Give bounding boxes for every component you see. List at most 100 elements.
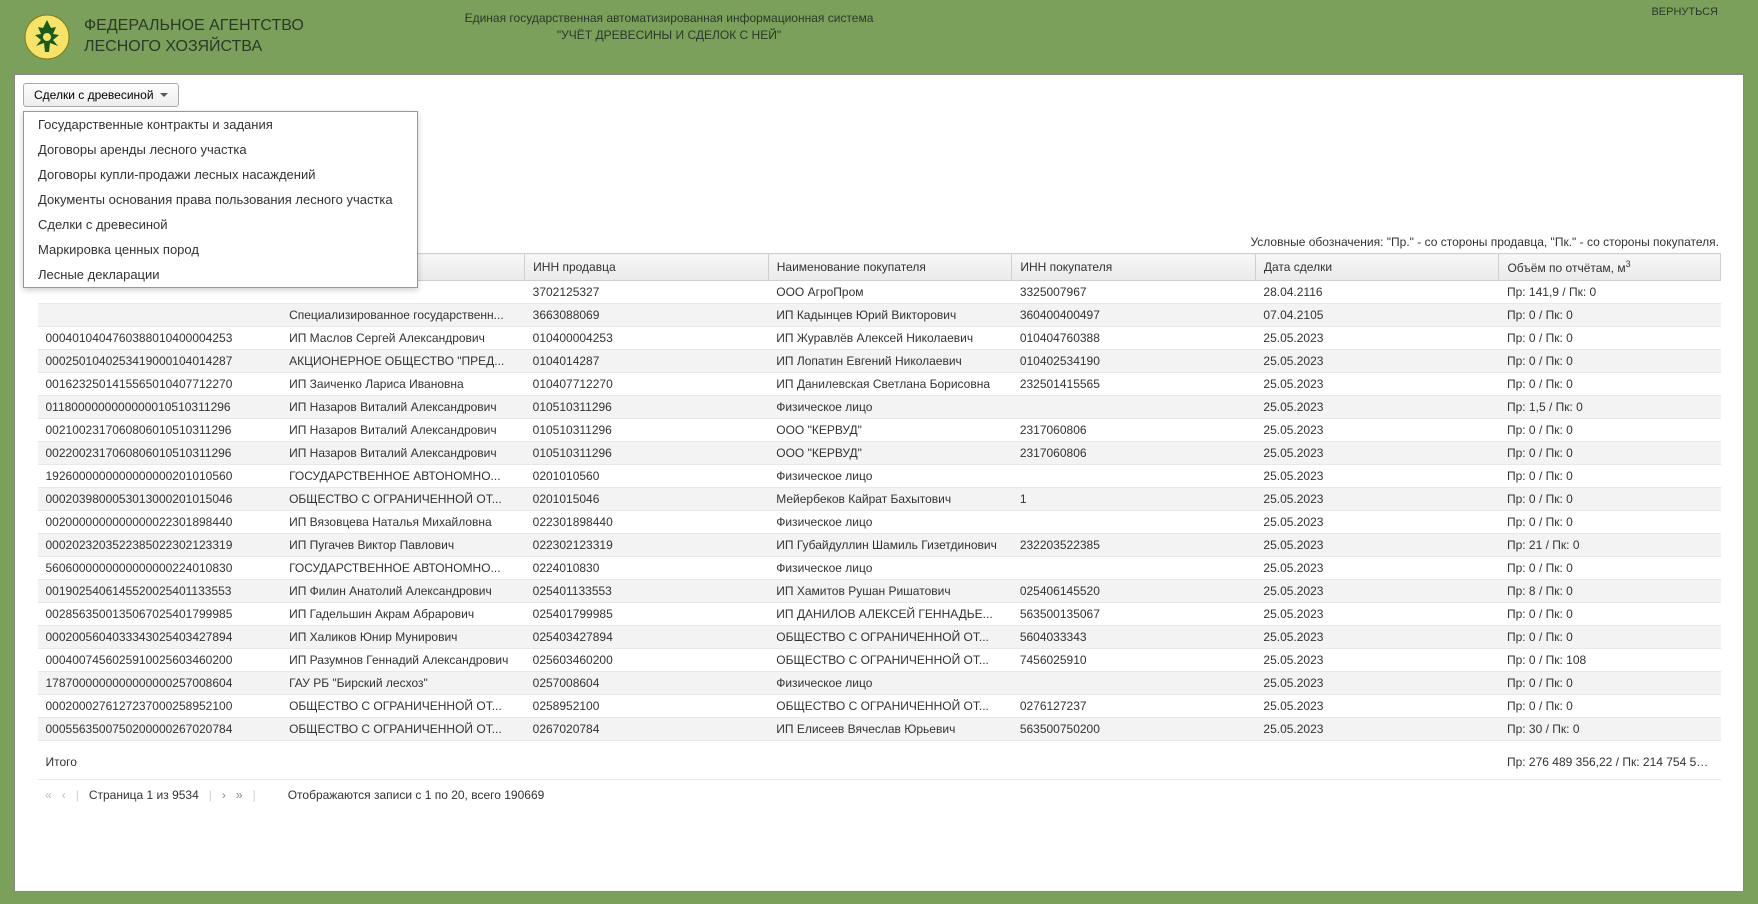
table-row[interactable]: 0118000000000000010510311296ИП Назаров В…	[38, 396, 1721, 419]
col-date[interactable]: Дата сделки	[1255, 254, 1499, 281]
table-row[interactable]: 0021002317060806010510311296ИП Назаров В…	[38, 419, 1721, 442]
table-row[interactable]: 0002005604033343025403427894ИП Халиков Ю…	[38, 626, 1721, 649]
cell-vol: Пр: 21 / Пк: 0	[1499, 534, 1721, 557]
cell-buyer: ИП Хамитов Рушан Ришатович	[768, 580, 1012, 603]
cell-id: 0028563500135067025401799985	[38, 603, 282, 626]
pager-first-icon[interactable]: «	[45, 788, 52, 802]
cell-vol: Пр: 141,9 / Пк: 0	[1499, 281, 1721, 304]
menu-item-declarations[interactable]: Лесные декларации	[24, 262, 417, 287]
table-row[interactable]: 0004007456025910025603460200ИП Разумнов …	[38, 649, 1721, 672]
cell-id: 0002039800053013000201015046	[38, 488, 282, 511]
cell-id	[38, 304, 282, 327]
table-row[interactable]: 0016232501415565010407712270ИП Заиченко …	[38, 373, 1721, 396]
cell-inn_b: 232203522385	[1012, 534, 1256, 557]
cell-inn_s: 3702125327	[525, 281, 769, 304]
cell-date: 25.05.2023	[1255, 603, 1499, 626]
pager-last-icon[interactable]: »	[236, 788, 243, 802]
cell-vol: Пр: 0 / Пк: 0	[1499, 626, 1721, 649]
cell-inn_s: 0201010560	[525, 465, 769, 488]
cell-date: 25.05.2023	[1255, 465, 1499, 488]
cell-inn_s: 0258952100	[525, 695, 769, 718]
cell-id: 0002023203522385022302123319	[38, 534, 282, 557]
cell-inn_s: 010510311296	[525, 396, 769, 419]
table-row[interactable]: 0002039800053013000201015046ОБЩЕСТВО С О…	[38, 488, 1721, 511]
cell-inn_s: 022302123319	[525, 534, 769, 557]
cell-date: 25.05.2023	[1255, 327, 1499, 350]
cell-seller: ИП Разумнов Геннадий Александрович	[281, 649, 525, 672]
cell-id: 0002005604033343025403427894	[38, 626, 282, 649]
cell-buyer: ИП Губайдуллин Шамиль Гизетдинович	[768, 534, 1012, 557]
table-row[interactable]: 0019025406145520025401133553ИП Филин Ана…	[38, 580, 1721, 603]
cell-seller: ГОСУДАРСТВЕННОЕ АВТОНОМНО...	[281, 465, 525, 488]
menu-item-rights[interactable]: Документы основания права пользования ле…	[24, 187, 417, 212]
cell-inn_b	[1012, 396, 1256, 419]
cell-date: 25.05.2023	[1255, 373, 1499, 396]
pager: « ‹ | Страница 1 из 9534 | › » | Отображ…	[37, 780, 1721, 806]
cell-buyer: ИП Журавлёв Алексей Николаевич	[768, 327, 1012, 350]
pager-prev-icon[interactable]: ‹	[62, 788, 66, 802]
table-row[interactable]: 0002000276127237000258952100ОБЩЕСТВО С О…	[38, 695, 1721, 718]
cell-seller: ОБЩЕСТВО С ОГРАНИЧЕННОЙ ОТ...	[281, 695, 525, 718]
cell-buyer: ООО "КЕРВУД"	[768, 442, 1012, 465]
cell-date: 25.05.2023	[1255, 419, 1499, 442]
table-row[interactable]: 0004010404760388010400004253ИП Маслов Се…	[38, 327, 1721, 350]
cell-vol: Пр: 0 / Пк: 0	[1499, 465, 1721, 488]
cell-seller: ИП Пугачев Виктор Павлович	[281, 534, 525, 557]
menu-item-lease[interactable]: Договоры аренды лесного участка	[24, 137, 417, 162]
agency-line1: ФЕДЕРАЛЬНОЕ АГЕНТСТВО	[84, 16, 304, 37]
menu-item-contracts[interactable]: Государственные контракты и задания	[24, 112, 417, 137]
cell-inn_b	[1012, 511, 1256, 534]
menu-item-marking[interactable]: Маркировка ценных пород	[24, 237, 417, 262]
cell-inn_s: 0267020784	[525, 718, 769, 741]
app-header: ФЕДЕРАЛЬНОЕ АГЕНТСТВО ЛЕСНОГО ХОЗЯЙСТВА …	[14, 10, 1744, 74]
cell-vol: Пр: 0 / Пк: 0	[1499, 672, 1721, 695]
cell-id: 0002501040253419000104014287	[38, 350, 282, 373]
cell-id: 0022002317060806010510311296	[38, 442, 282, 465]
cell-seller: ИП Халиков Юнир Мунирович	[281, 626, 525, 649]
cell-inn_b: 232501415565	[1012, 373, 1256, 396]
cell-inn_b: 5604033343	[1012, 626, 1256, 649]
cell-id: 0004007456025910025603460200	[38, 649, 282, 672]
table-row[interactable]: 5606000000000000000224010830ГОСУДАРСТВЕН…	[38, 557, 1721, 580]
cell-date: 25.05.2023	[1255, 534, 1499, 557]
back-link[interactable]: ВЕРНУТЬСЯ	[1651, 6, 1718, 18]
total-label: Итого	[38, 741, 1499, 780]
cell-date: 25.05.2023	[1255, 649, 1499, 672]
agency-line2: ЛЕСНОГО ХОЗЯЙСТВА	[84, 37, 304, 58]
cell-inn_s: 0201015046	[525, 488, 769, 511]
table-row[interactable]: 1787000000000000000257008604ГАУ РБ "Бирс…	[38, 672, 1721, 695]
table-row[interactable]: 1926000000000000000201010560ГОСУДАРСТВЕН…	[38, 465, 1721, 488]
cell-seller: ОБЩЕСТВО С ОГРАНИЧЕННОЙ ОТ...	[281, 488, 525, 511]
menu-item-deals[interactable]: Сделки с древесиной	[24, 212, 417, 237]
cell-seller: ИП Маслов Сергей Александрович	[281, 327, 525, 350]
table-row[interactable]: 0002023203522385022302123319ИП Пугачев В…	[38, 534, 1721, 557]
table-row[interactable]: 0002501040253419000104014287АКЦИОНЕРНОЕ …	[38, 350, 1721, 373]
col-buyer-inn[interactable]: ИНН покупателя	[1012, 254, 1256, 281]
menu-item-purchase[interactable]: Договоры купли-продажи лесных насаждений	[24, 162, 417, 187]
col-seller-inn[interactable]: ИНН продавца	[525, 254, 769, 281]
cell-inn_b	[1012, 465, 1256, 488]
table-row[interactable]: 0005563500750200000267020784ОБЩЕСТВО С О…	[38, 718, 1721, 741]
cell-seller: ГОСУДАРСТВЕННОЕ АВТОНОМНО...	[281, 557, 525, 580]
table-wrap: ИНН продавца Наименование покупателя ИНН…	[37, 253, 1721, 806]
cell-vol: Пр: 1,5 / Пк: 0	[1499, 396, 1721, 419]
cell-buyer: Физическое лицо	[768, 557, 1012, 580]
cell-inn_s: 0224010830	[525, 557, 769, 580]
pager-next-icon[interactable]: ›	[222, 788, 226, 802]
table-row[interactable]: 0022002317060806010510311296ИП Назаров В…	[38, 442, 1721, 465]
deals-dropdown-button[interactable]: Сделки с древесиной	[23, 83, 179, 107]
legend-text: Условные обозначения: "Пр." - со стороны…	[1250, 235, 1719, 249]
cell-id: 0002000276127237000258952100	[38, 695, 282, 718]
col-volume[interactable]: Объём по отчётам, м3	[1499, 254, 1721, 281]
cell-buyer: ОБЩЕСТВО С ОГРАНИЧЕННОЙ ОТ...	[768, 626, 1012, 649]
cell-seller: ИП Назаров Виталий Александрович	[281, 442, 525, 465]
cell-buyer: Физическое лицо	[768, 465, 1012, 488]
cell-inn_s: 025403427894	[525, 626, 769, 649]
table-row[interactable]: 0020000000000000022301898440ИП Вязовцева…	[38, 511, 1721, 534]
col-buyer[interactable]: Наименование покупателя	[768, 254, 1012, 281]
cell-vol: Пр: 8 / Пк: 0	[1499, 580, 1721, 603]
table-row[interactable]: Специализированное государственн...36630…	[38, 304, 1721, 327]
cell-buyer: ИП ДАНИЛОВ АЛЕКСЕЙ ГЕННАДЬЕ...	[768, 603, 1012, 626]
table-row[interactable]: 0028563500135067025401799985ИП Гадельшин…	[38, 603, 1721, 626]
cell-seller: ИП Назаров Виталий Александрович	[281, 419, 525, 442]
